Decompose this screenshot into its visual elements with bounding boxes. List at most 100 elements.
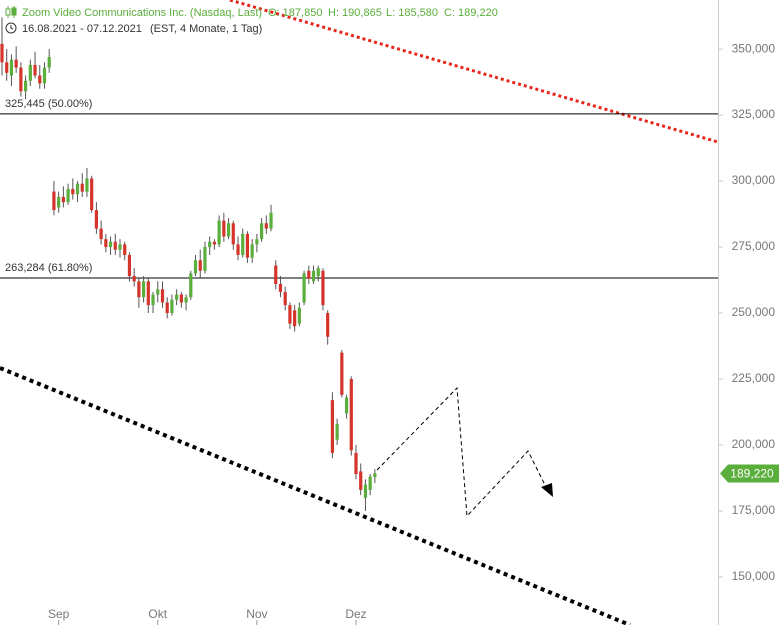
candle-body <box>226 223 231 237</box>
candle-body <box>307 270 311 279</box>
candle-body <box>179 294 183 303</box>
candle-body <box>94 210 98 229</box>
low-value: L: 185,580 <box>386 7 438 19</box>
candle-body <box>127 254 132 277</box>
candle-body <box>75 183 80 195</box>
fib-level-label: 325,445 (50.00%) <box>5 98 92 110</box>
candle-body <box>349 379 353 451</box>
y-tick-label: 175,000 <box>732 503 776 517</box>
candle-body <box>137 281 141 298</box>
candle-body <box>24 80 28 92</box>
candle-body <box>340 352 344 395</box>
support-trendline <box>0 366 631 625</box>
candle-body <box>104 239 108 248</box>
candle-body <box>28 64 32 81</box>
candle-body <box>71 188 75 195</box>
candle-body <box>293 310 297 327</box>
candle-body <box>160 289 165 303</box>
candle-body <box>316 268 320 277</box>
candle-body <box>363 484 368 498</box>
candle-body <box>47 57 51 68</box>
candle-body <box>274 265 278 284</box>
candle-body <box>189 273 193 298</box>
candle-body <box>297 307 301 324</box>
candle-body <box>269 212 273 229</box>
y-tick-label: 150,000 <box>732 569 776 583</box>
candle-body <box>288 305 292 324</box>
candle-body <box>38 75 42 84</box>
projection-arrowhead <box>541 483 553 497</box>
candle-body <box>165 302 169 314</box>
clock-icon <box>5 22 17 34</box>
candle-body <box>151 294 155 306</box>
candle-body <box>335 423 339 440</box>
candle-body <box>250 244 254 258</box>
candle-body <box>142 281 146 298</box>
last-price-label: 189,220 <box>730 467 774 481</box>
y-tick-label: 300,000 <box>732 173 776 187</box>
x-tick-label: Okt <box>148 607 167 621</box>
candle-body <box>170 299 174 314</box>
candle-body <box>302 273 306 303</box>
candle-body <box>113 241 117 250</box>
candle-body <box>90 178 94 211</box>
y-tick-label: 200,000 <box>732 437 776 451</box>
candle-body <box>156 289 160 295</box>
candle-body <box>175 294 179 300</box>
candle-body <box>231 223 235 245</box>
candle-body <box>5 62 9 73</box>
y-tick-label: 250,000 <box>732 305 776 319</box>
candle-body <box>217 220 221 245</box>
candle-body <box>132 276 136 282</box>
projection-path <box>376 386 547 518</box>
candle-body <box>326 313 330 337</box>
candle-body <box>330 400 334 453</box>
x-tick-label: Sep <box>48 607 70 621</box>
resistance-trendline <box>229 0 719 144</box>
candle-body <box>42 67 47 84</box>
candle-body <box>311 270 316 282</box>
high-value: H: 190,865 <box>328 7 382 19</box>
candle-body <box>123 244 127 255</box>
candle-body <box>146 281 150 306</box>
candle-body <box>321 270 325 306</box>
candle-body <box>278 283 283 292</box>
y-tick-label: 325,000 <box>732 107 776 121</box>
candle-body <box>208 241 212 248</box>
candle-body <box>255 239 259 245</box>
header: Zoom Video Communications Inc. (Nasdaq, … <box>22 7 498 35</box>
candle-body <box>19 67 23 92</box>
candle-body <box>66 188 70 203</box>
y-tick-label: 275,000 <box>732 239 776 253</box>
candle-body <box>241 233 245 255</box>
candle-body <box>33 64 37 76</box>
candle-icon <box>5 6 17 18</box>
candle-body <box>283 291 287 306</box>
candle-body <box>184 297 188 303</box>
candle-body <box>118 244 122 250</box>
chart-info: (EST, 4 Monate, 1 Tag) <box>150 23 262 35</box>
x-tick-label: Nov <box>246 607 267 621</box>
candle-body <box>359 471 363 490</box>
candle-body <box>57 196 61 208</box>
fib-level-label: 263,284 (61.80%) <box>5 262 92 274</box>
candle-body <box>212 241 216 245</box>
candle-body <box>99 228 103 240</box>
candle-body <box>193 260 198 274</box>
candle-body <box>14 59 18 68</box>
candle-body <box>264 223 268 229</box>
candle-body <box>80 183 84 192</box>
instrument-title: Zoom Video Communications Inc. (Nasdaq, … <box>22 7 262 19</box>
candle-body <box>203 247 207 271</box>
last-price-tag <box>720 464 779 483</box>
close-value: C: 189,220 <box>444 7 498 19</box>
candle-body <box>108 241 113 248</box>
candle-body <box>368 476 372 490</box>
candle-body <box>354 452 358 475</box>
candle-body <box>344 397 349 414</box>
date-range: 16.08.2021 - 07.12.2021 <box>22 23 142 35</box>
candle-body <box>236 244 240 255</box>
candle-body <box>373 473 377 478</box>
candle-body <box>52 191 56 211</box>
